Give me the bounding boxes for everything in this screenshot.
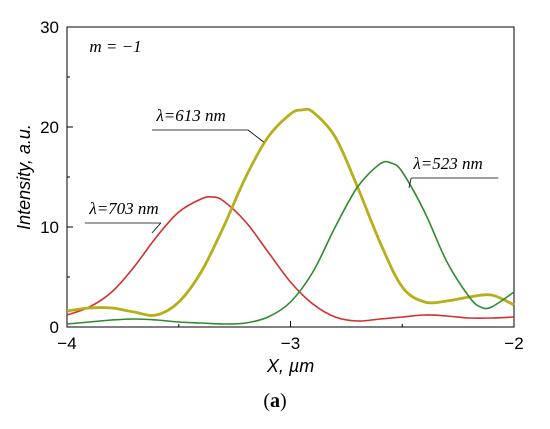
x-axis-title: X, µm — [266, 356, 314, 376]
y-tick-label: 0 — [50, 318, 59, 337]
caption-letter: a — [270, 390, 280, 412]
annotations-layer: λ=703 nm λ=613 nm λ=523 nm — [84, 106, 499, 234]
leader-line — [151, 222, 162, 234]
diffraction-order-label: m = −1 — [89, 37, 141, 56]
figure-caption: (a) — [263, 390, 287, 412]
leader-line — [247, 129, 264, 143]
series-label: λ=613 nm — [155, 106, 225, 125]
series-line — [66, 160, 515, 325]
leader-line — [408, 177, 412, 189]
series-label: λ=523 nm — [412, 154, 482, 173]
y-tick-label: 20 — [40, 118, 59, 137]
x-tick-label: −3 — [281, 334, 300, 353]
series-line — [66, 107, 515, 317]
plot-area: −4 −3 −2 0 10 20 30 — [40, 18, 524, 353]
x-tick-label: −2 — [504, 334, 523, 353]
y-axis-title: Intensity, a.u. — [14, 124, 34, 230]
series-label: λ=703 nm — [88, 199, 158, 218]
series-line — [66, 196, 515, 322]
intensity-chart: −4 −3 −2 0 10 20 30 λ=703 nm λ=613 nm λ=523 nm m… — [14, 18, 524, 376]
x-tick-label: −4 — [57, 334, 76, 353]
y-tick-label: 10 — [40, 218, 59, 237]
series-layer — [66, 107, 515, 325]
y-tick-label: 30 — [40, 18, 59, 37]
